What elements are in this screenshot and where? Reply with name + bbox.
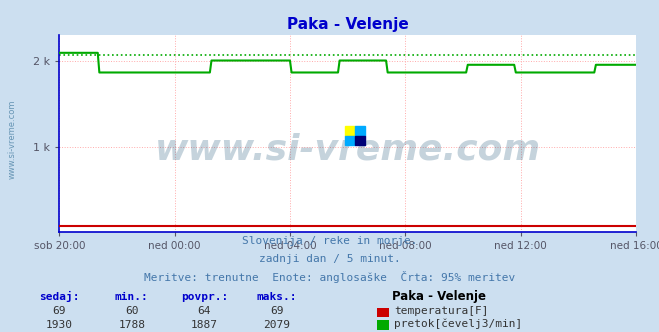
Text: Slovenija / reke in morje.: Slovenija / reke in morje. [242, 236, 417, 246]
Text: 64: 64 [198, 306, 211, 316]
FancyBboxPatch shape [345, 126, 355, 135]
Text: povpr.:: povpr.: [181, 292, 228, 302]
Text: 69: 69 [270, 306, 283, 316]
Text: 69: 69 [53, 306, 66, 316]
FancyBboxPatch shape [355, 135, 366, 145]
Text: Paka - Velenje: Paka - Velenje [392, 290, 486, 303]
Text: www.si-vreme.com: www.si-vreme.com [155, 132, 540, 166]
Text: zadnji dan / 5 minut.: zadnji dan / 5 minut. [258, 254, 401, 264]
Text: 2079: 2079 [264, 320, 290, 330]
FancyBboxPatch shape [355, 126, 366, 135]
Text: sedaj:: sedaj: [39, 291, 80, 302]
Text: pretok[čevelj3/min]: pretok[čevelj3/min] [394, 318, 523, 329]
Text: Meritve: trenutne  Enote: anglosaške  Črta: 95% meritev: Meritve: trenutne Enote: anglosaške Črta… [144, 271, 515, 283]
FancyBboxPatch shape [345, 135, 355, 145]
Text: 1887: 1887 [191, 320, 217, 330]
Text: 1788: 1788 [119, 320, 145, 330]
Text: temperatura[F]: temperatura[F] [394, 306, 488, 316]
Text: 1930: 1930 [46, 320, 72, 330]
Text: maks.:: maks.: [256, 292, 297, 302]
Text: www.si-vreme.com: www.si-vreme.com [8, 100, 17, 179]
Title: Paka - Velenje: Paka - Velenje [287, 17, 409, 32]
Text: 60: 60 [125, 306, 138, 316]
Text: min.:: min.: [115, 292, 149, 302]
